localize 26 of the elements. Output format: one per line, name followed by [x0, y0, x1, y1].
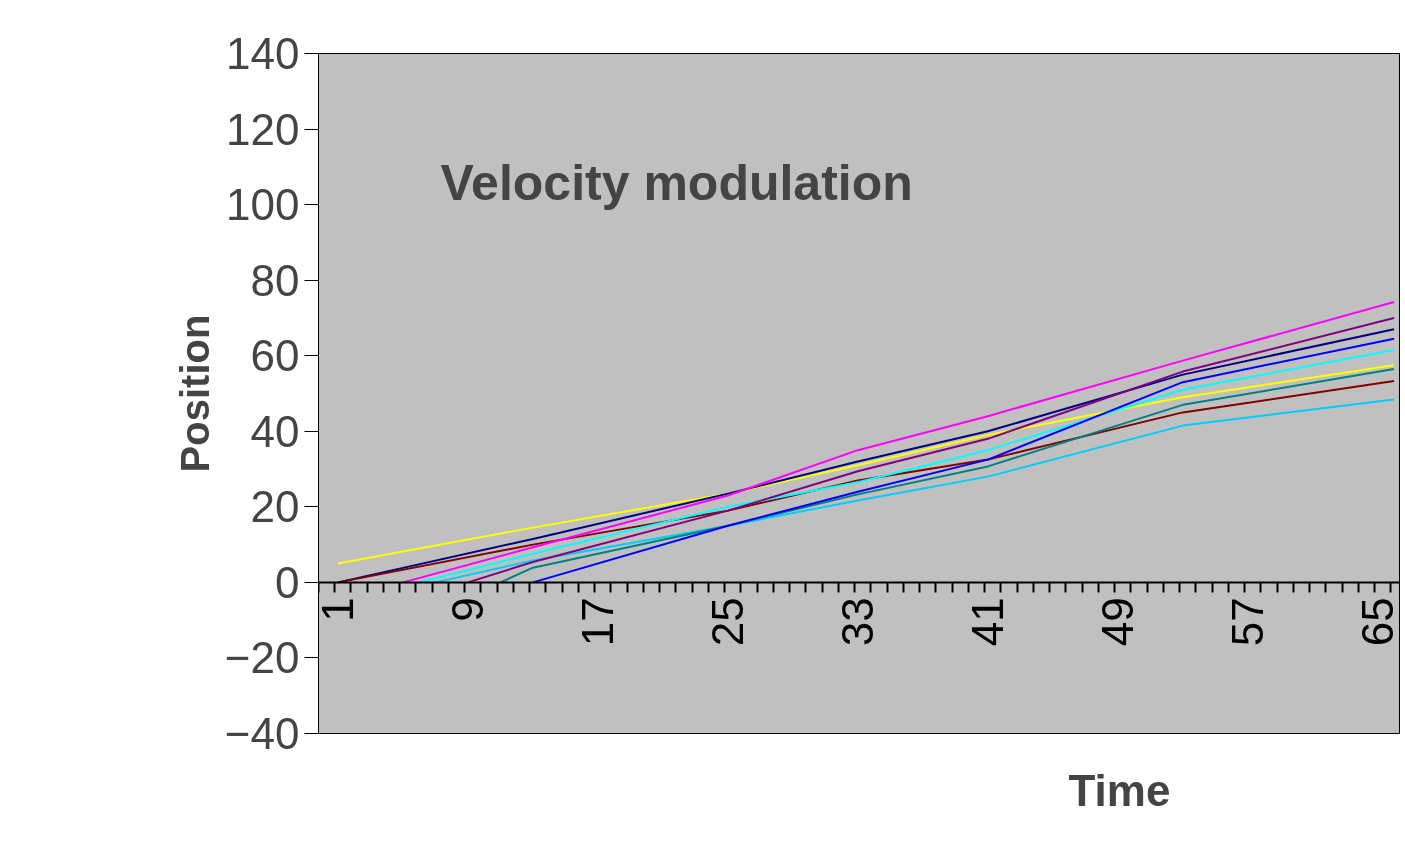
x-tick-label: 65	[1353, 597, 1403, 647]
y-tick-label: −40	[224, 709, 300, 758]
x-tick-label: 25	[703, 597, 753, 647]
x-tick-label: 17	[573, 597, 623, 647]
y-tick-label: 120	[226, 104, 300, 154]
y-tick-label: 20	[250, 482, 300, 532]
y-tick-label: 140	[226, 29, 300, 78]
x-tick-label: 1	[313, 597, 363, 622]
y-tick-label: 60	[250, 331, 300, 381]
y-tick-label: 40	[250, 406, 300, 456]
y-tick-label: 100	[226, 180, 300, 230]
line-series	[434, 398, 1395, 584]
x-tick-label: 33	[833, 597, 883, 647]
line-series	[337, 380, 1395, 584]
text: Velocity modulation	[440, 154, 913, 211]
y-tick-label: 80	[250, 255, 300, 305]
y-axis-title: Position	[172, 314, 217, 473]
line-series	[418, 349, 1395, 584]
x-tick-label: 57	[1223, 597, 1273, 647]
y-tick-label: 0	[275, 557, 300, 607]
x-tick-label: 9	[443, 597, 493, 622]
x-tick-label: 41	[963, 597, 1013, 647]
line-series	[337, 364, 1395, 565]
x-tick-label: 49	[1093, 597, 1143, 647]
x-axis-title: Time	[1068, 765, 1171, 815]
y-tick-label: −20	[224, 633, 300, 683]
